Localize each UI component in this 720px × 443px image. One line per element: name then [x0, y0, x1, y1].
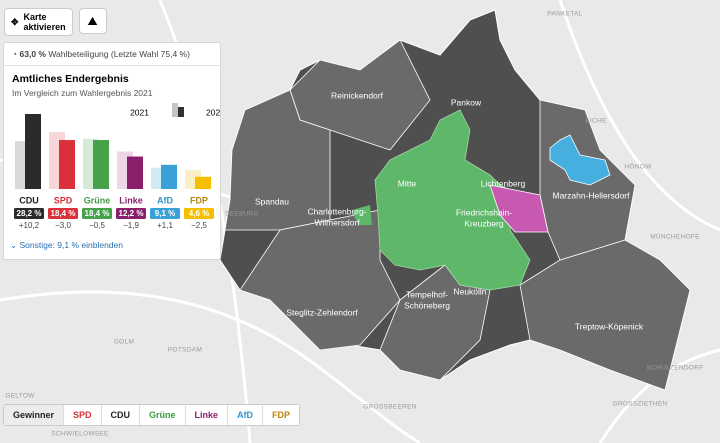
district-label: Pankow — [451, 97, 482, 107]
district-label: Friedrichshain- — [456, 207, 512, 217]
others-link[interactable]: ⌄ Sonstige: 9,1 % einblenden — [10, 240, 123, 250]
place-label: POTSDAM — [168, 347, 202, 354]
value-label: 4,6 % — [189, 209, 209, 218]
shape-button[interactable]: ⛰ — [78, 8, 107, 34]
district-label: Kreuzberg — [464, 218, 503, 228]
place-label: GOLM — [114, 339, 134, 346]
value-label: 9,1 % — [155, 209, 175, 218]
party-tab[interactable]: Grüne — [139, 405, 185, 425]
place-label: SEEBURG — [225, 211, 259, 218]
change-label: −2,5 — [191, 221, 207, 230]
place-label: GELTOW — [5, 393, 35, 400]
district-label: Mitte — [398, 178, 417, 188]
district-label: Treptow-Köpenick — [575, 321, 644, 331]
place-label: GROSSBEEREN — [363, 404, 417, 411]
value-label: 18,4 % — [51, 209, 76, 218]
map-activate-button[interactable]: ✥ Karte aktivieren — [4, 8, 73, 36]
legend-swatch — [172, 103, 178, 117]
district-label: Spandau — [255, 196, 289, 206]
party-tab[interactable]: SPD — [63, 405, 101, 425]
bar-2023 — [93, 140, 109, 189]
party-tab[interactable]: Gewinner — [4, 405, 64, 425]
afd-district — [549, 134, 611, 186]
place-label: SCHULZENDORF — [646, 365, 703, 372]
place-label: GROSSZIETHEN — [613, 401, 668, 408]
value-label: 12,2 % — [119, 209, 144, 218]
others-link-text: Sonstige: 9,1 % einblenden — [19, 240, 123, 250]
place-label: SCHWIELOWSEE — [51, 431, 109, 438]
turnout-value: 63,0 % — [19, 49, 46, 59]
move-icon: ✥ — [11, 17, 19, 27]
party-tab[interactable]: Linke — [184, 405, 228, 425]
party-tab[interactable]: CDU — [100, 405, 140, 425]
bar-chart: 2021 2023 CDU 28,2 % +10,2 SPD 18,4 % −3,0 Grüne… — [14, 103, 220, 230]
button-text: aktivieren — [23, 22, 66, 32]
district-label: Charlottenburg- — [307, 206, 366, 216]
value-box — [116, 208, 146, 219]
party-tab[interactable]: AfD — [227, 405, 263, 425]
change-label: +10,2 — [19, 221, 40, 230]
legend-label: 2021 — [130, 107, 149, 117]
value-box — [14, 208, 44, 219]
place-label: HÖNOW — [624, 163, 652, 171]
party-label: Linke — [119, 195, 143, 205]
place-label: MÜNCHEHOFE — [650, 233, 700, 241]
results-panel: ◔ 63,0 % Wahlbeteiligung (Letzte Wahl 75… — [3, 42, 221, 260]
turnout: ◔ 63,0 % Wahlbeteiligung (Letzte Wahl 75… — [4, 43, 220, 66]
map-controls: ✥ Karte aktivieren ⛰ — [4, 8, 107, 36]
value-box — [48, 208, 78, 219]
party-label: SPD — [54, 195, 73, 205]
legend-swatch — [178, 107, 184, 117]
district-label: Schöneberg — [404, 300, 450, 310]
district-label: Lichtenberg — [481, 178, 526, 188]
change-label: −0,5 — [89, 221, 105, 230]
change-label: −3,0 — [55, 221, 71, 230]
district-label: Neukölln — [453, 286, 486, 296]
green-district-small — [352, 205, 372, 225]
party-label: FDP — [190, 195, 208, 205]
chart-subtitle: Im Vergleich zum Wahlergebnis 2021 — [12, 88, 153, 98]
place-label: EICHE — [585, 118, 607, 125]
district-label: Marzahn-Hellersdorf — [553, 190, 631, 200]
value-label: 28,2 % — [17, 209, 42, 218]
value-box — [184, 208, 214, 219]
district-label: Wilmersdorf — [314, 217, 360, 227]
party-label: CDU — [19, 195, 39, 205]
legend-label: 2023 — [206, 107, 220, 117]
value-box — [82, 208, 112, 219]
party-label: AfD — [157, 195, 173, 205]
bar-2023 — [59, 140, 75, 189]
district-label: Reinickendorf — [331, 90, 384, 100]
bar-2023 — [25, 113, 41, 189]
party-tab[interactable]: FDP — [262, 405, 300, 425]
party-tabs: Gewinner SPD CDU Grüne Linke AfD FDP — [3, 404, 301, 426]
turnout-label: Wahlbeteiligung (Letzte Wahl 75,4 %) — [48, 49, 190, 59]
place-label: PANKETAL — [547, 11, 582, 18]
bar-2023 — [127, 156, 143, 189]
party-label: Grüne — [84, 195, 111, 205]
button-text: Karte — [23, 12, 47, 22]
district-label: Steglitz-Zehlendorf — [286, 307, 358, 317]
district-label: Tempelhof- — [406, 289, 448, 299]
value-label: 18,4 % — [85, 209, 110, 218]
chart-title: Amtliches Endergebnis — [12, 73, 129, 85]
green-districts — [374, 109, 531, 291]
districts — [224, 39, 691, 391]
change-label: −1,9 — [123, 221, 139, 230]
bar-2023 — [195, 176, 211, 189]
value-box — [150, 208, 180, 219]
linke-district — [489, 184, 549, 233]
change-label: +1,1 — [157, 221, 173, 230]
bar-2023 — [161, 164, 177, 189]
